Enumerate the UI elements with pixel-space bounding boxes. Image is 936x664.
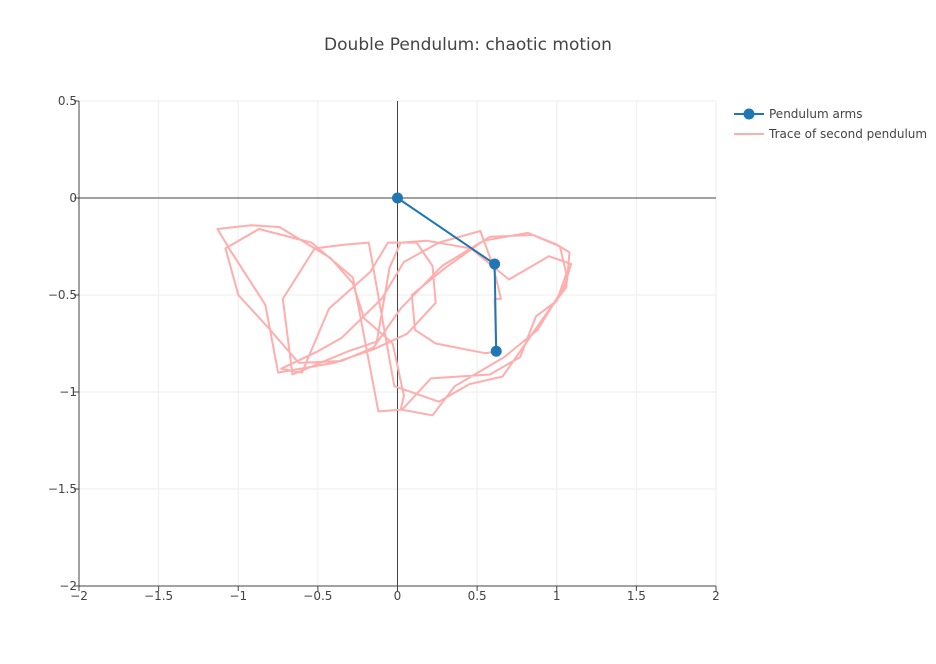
legend: Pendulum arms Trace of second pendulum bbox=[734, 107, 927, 141]
x-tick-label: −0.5 bbox=[303, 589, 332, 603]
x-tick-label: 2 bbox=[712, 589, 720, 603]
y-tick-label: −2 bbox=[59, 579, 77, 593]
legend-swatch-marker bbox=[743, 108, 755, 120]
plot-area: −2 −1.5 −1 −0.5 0 0.5 1 1.5 2 0.5 0 −0.5 −1 −1.5 −2 bbox=[48, 94, 720, 603]
legend-label: Trace of second pendulum bbox=[768, 127, 927, 141]
pendulum-bob-marker bbox=[489, 258, 501, 270]
y-tick-label: −0.5 bbox=[48, 288, 77, 302]
chart-title: Double Pendulum: chaotic motion bbox=[324, 35, 612, 55]
x-tick-label: 0 bbox=[394, 589, 402, 603]
y-tick-label: −1.5 bbox=[48, 482, 77, 496]
y-tick-label: −1 bbox=[59, 385, 77, 399]
y-tick-label: 0 bbox=[69, 191, 77, 205]
x-tick-label: 1 bbox=[553, 589, 561, 603]
y-tick-label: 0.5 bbox=[58, 94, 77, 108]
x-tick-label: −1.5 bbox=[144, 589, 173, 603]
trace-second-pendulum-line bbox=[216, 224, 573, 417]
x-tick-label: 0.5 bbox=[468, 589, 487, 603]
x-tick-label: −2 bbox=[70, 589, 88, 603]
x-tick-label: 1.5 bbox=[627, 589, 646, 603]
legend-label: Pendulum arms bbox=[769, 107, 862, 121]
x-tick-label: −1 bbox=[229, 589, 247, 603]
pendulum-bob-marker bbox=[392, 192, 403, 204]
pendulum-bob-marker bbox=[490, 345, 502, 357]
